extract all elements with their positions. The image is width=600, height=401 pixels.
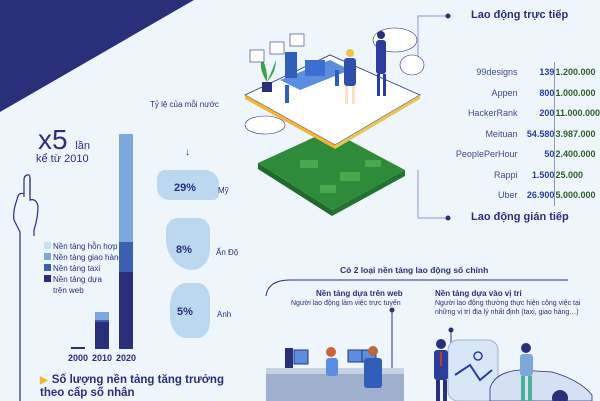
table-row: PeoplePerHour 50 2.400.000 bbox=[440, 144, 600, 165]
bar-2020-web bbox=[119, 272, 133, 349]
growth-since-label: kể từ 2010 bbox=[36, 153, 89, 165]
bar-2020-taxi bbox=[119, 242, 133, 272]
table-row: Rappi 1.500 25.000 bbox=[440, 164, 600, 185]
labor-table: 99designs 139 1.200.000 Appen 800 1.000.000 … bbox=[440, 62, 600, 206]
table-row: 99designs 139 1.200.000 bbox=[440, 62, 600, 83]
india-map bbox=[166, 218, 210, 270]
legend-item-web: Nền tảng dựa trên web bbox=[44, 274, 123, 296]
bar-2010-taxi bbox=[95, 320, 109, 322]
legend-item-taxi: Nền tảng taxi bbox=[44, 263, 123, 274]
web-platform-title: Nền tảng dựa trên web bbox=[316, 289, 403, 298]
legend-item-delivery: Nền tảng giao hàng bbox=[44, 252, 123, 263]
growth-multiplier: x5 lần bbox=[38, 124, 91, 155]
india-label: Ấn Độ bbox=[216, 248, 239, 257]
office-desk-illustration bbox=[266, 372, 404, 401]
legend-item-hybrid: Nền tảng hỗn hợp bbox=[44, 241, 123, 252]
table-row: Uber 26.900 5.000.000 bbox=[440, 185, 600, 206]
indirect-labor-title: Lao động gián tiếp bbox=[471, 211, 569, 223]
direct-labor-title: Lao động trực tiếp bbox=[471, 9, 569, 21]
location-platform-title: Nền tảng dựa vào vị trí bbox=[435, 289, 522, 298]
year-label-2020: 2020 bbox=[116, 353, 137, 363]
hand-icon bbox=[13, 174, 31, 401]
bar-2010-delivery bbox=[95, 312, 109, 320]
location-platform-desc: Người lao động thường thực hiện công việ… bbox=[435, 300, 581, 316]
table-row: HackerRank 200 11.000.000 bbox=[440, 103, 600, 124]
table-row: Appen 800 1.000.000 bbox=[440, 82, 600, 103]
taxi-illustration bbox=[489, 369, 593, 401]
uk-percent: 5% bbox=[177, 306, 193, 318]
platform-types-title: Có 2 loại nền tảng lao động số chính bbox=[340, 265, 489, 275]
triangle-bullet-icon: ▶ bbox=[40, 375, 48, 386]
bar-2020-delivery bbox=[119, 134, 133, 242]
growth-caption: ▶ Số lượng nền tảng tăng trưởng theo cấp … bbox=[40, 374, 224, 399]
bar-2010-web bbox=[95, 322, 109, 349]
usa-map bbox=[157, 170, 219, 200]
bar-2000-web bbox=[71, 347, 85, 349]
year-label-2010: 2010 bbox=[92, 353, 113, 363]
green-platform bbox=[258, 130, 405, 210]
year-label-2000: 2000 bbox=[68, 353, 89, 363]
usa-percent: 29% bbox=[174, 182, 197, 194]
chart-legend: Nền tảng hỗn hợp Nền tảng giao hàng Nền … bbox=[44, 241, 123, 296]
usa-label: Mỹ bbox=[218, 186, 229, 195]
uk-label: Anh bbox=[217, 310, 232, 319]
uk-map bbox=[170, 283, 210, 338]
india-percent: 8% bbox=[176, 244, 192, 256]
web-platform-desc: Người lao động làm việc trực tuyến bbox=[291, 300, 401, 307]
arrow-down-icon: ↓ bbox=[185, 147, 190, 158]
table-row: Meituan 54.580 3.987.000 bbox=[440, 123, 600, 144]
country-ratio-title: Tỷ lệ của mỗi nước bbox=[150, 100, 219, 109]
